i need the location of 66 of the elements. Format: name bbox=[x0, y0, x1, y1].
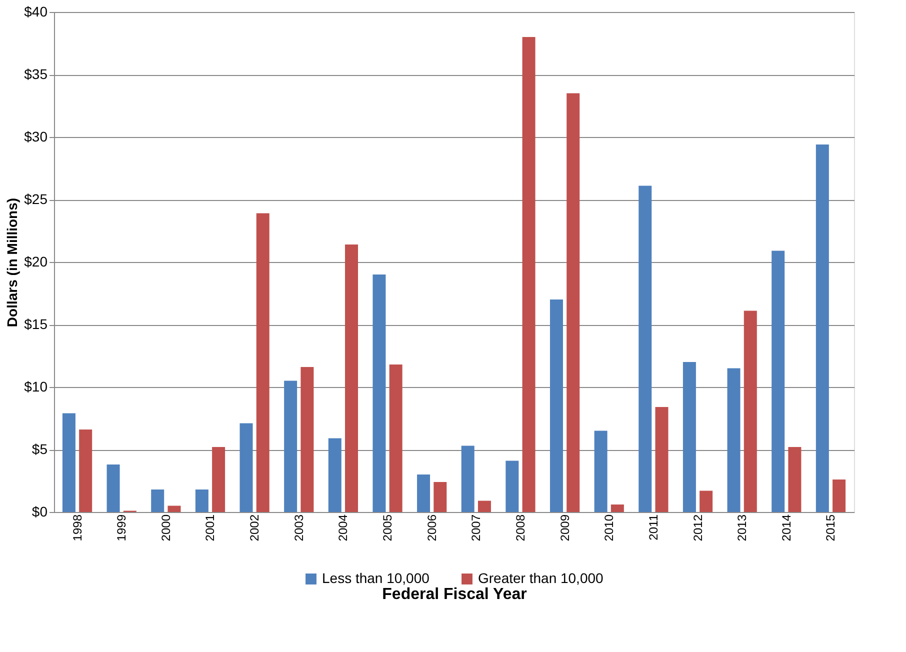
x-tick-label: 2008 bbox=[513, 514, 528, 542]
x-tick-label: 2001 bbox=[203, 514, 218, 542]
bar bbox=[345, 244, 358, 512]
y-tick-label: $15 bbox=[24, 316, 48, 332]
x-tick-label: 2004 bbox=[336, 514, 350, 542]
bar bbox=[478, 500, 491, 512]
y-axis-title: Dollars (in Millions) bbox=[4, 198, 20, 328]
bar bbox=[328, 438, 342, 512]
x-axis-title: Federal Fiscal Year bbox=[382, 586, 527, 604]
bar bbox=[79, 430, 92, 512]
bar bbox=[461, 446, 474, 512]
x-tick-label: 2015 bbox=[824, 514, 838, 542]
y-tick-label: $5 bbox=[32, 441, 48, 457]
bar bbox=[550, 300, 563, 512]
y-tick-label: $30 bbox=[24, 128, 48, 144]
y-tick-label: $10 bbox=[24, 378, 48, 394]
bar bbox=[195, 490, 208, 512]
x-tick-label: 2009 bbox=[558, 514, 572, 542]
bar bbox=[506, 460, 519, 512]
y-tick-label: $40 bbox=[24, 4, 48, 20]
legend-label: Less than 10,000 bbox=[322, 570, 430, 586]
x-tick-label: 2002 bbox=[248, 514, 262, 542]
bar bbox=[106, 464, 120, 512]
x-tick-label: 2000 bbox=[158, 514, 173, 542]
bar bbox=[727, 368, 740, 512]
bar bbox=[62, 413, 76, 512]
y-tick-label: $35 bbox=[24, 66, 48, 82]
bar bbox=[744, 310, 757, 512]
bar bbox=[816, 144, 829, 512]
bar bbox=[772, 250, 785, 512]
bar bbox=[700, 490, 713, 512]
bar bbox=[300, 367, 314, 512]
x-tick-label: 1999 bbox=[114, 514, 129, 542]
x-tick-label: 2011 bbox=[646, 514, 660, 540]
y-tick-label: $0 bbox=[32, 504, 48, 520]
x-tick-label: 2007 bbox=[469, 514, 484, 542]
bar bbox=[682, 362, 696, 512]
y-tick-label: $20 bbox=[24, 254, 48, 270]
bar bbox=[168, 506, 181, 512]
bar bbox=[610, 504, 624, 512]
bar bbox=[566, 93, 580, 512]
bar bbox=[594, 430, 608, 512]
x-tick-label: 2014 bbox=[779, 514, 794, 542]
x-tick-label: 2006 bbox=[424, 514, 439, 542]
bar bbox=[284, 380, 298, 512]
bar bbox=[212, 447, 226, 512]
x-tick-label: 1998 bbox=[70, 514, 84, 542]
bar bbox=[240, 423, 253, 512]
x-tick-label: 2005 bbox=[380, 514, 395, 542]
x-tick-label: 2012 bbox=[690, 514, 705, 542]
bar bbox=[655, 407, 668, 512]
bar bbox=[788, 447, 802, 512]
x-tick-label: 2013 bbox=[735, 514, 750, 542]
bar bbox=[638, 186, 652, 512]
bar bbox=[372, 274, 386, 512]
bar bbox=[417, 474, 430, 512]
legend-label: Greater than 10,000 bbox=[478, 570, 604, 586]
bar bbox=[151, 490, 164, 512]
bar bbox=[389, 364, 402, 512]
bar bbox=[522, 37, 536, 512]
bar bbox=[832, 480, 846, 512]
x-tick-label: 2010 bbox=[602, 514, 616, 542]
y-tick-label: $25 bbox=[24, 191, 48, 207]
bar bbox=[434, 482, 447, 512]
x-tick-label: 2003 bbox=[292, 514, 306, 542]
bar bbox=[256, 213, 270, 512]
